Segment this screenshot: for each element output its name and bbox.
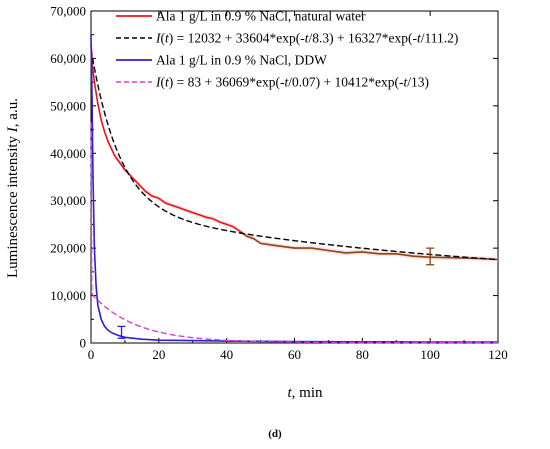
x-tick-label: 100 <box>420 347 440 362</box>
legend-label-ddw: Ala 1 g/L in 0.9 % NaCl, DDW <box>156 53 327 68</box>
y-tick-label: 70,000 <box>50 4 86 19</box>
axes: 0 20 40 60 80 100 120 0 10,000 20,000 30,000 40,000… <box>50 4 508 363</box>
y-tick-label: 30,000 <box>50 193 86 208</box>
x-tick-label: 20 <box>152 347 165 362</box>
panel-label: (d) <box>268 428 282 440</box>
series-fit-ddw <box>90 122 498 344</box>
x-tick-label: 40 <box>220 347 233 362</box>
legend-label-fit-ddw: I(t) = 83 + 36069*exp(-t/0.07) + 10412*e… <box>155 75 429 90</box>
series-line-ddw <box>90 34 499 343</box>
legend: Ala 1 g/L in 0.9 % NaCl, natural water I… <box>116 9 458 90</box>
x-tick-label: 0 <box>88 347 95 362</box>
x-axis-title: t, min <box>287 385 323 401</box>
legend-label-fit-natural-water: I(t) = 12032 + 33604*exp(-t/8.3) + 16327… <box>155 31 458 46</box>
x-tick-label: 60 <box>288 347 301 362</box>
y-tick-label: 20,000 <box>50 241 86 256</box>
legend-label-natural-water: Ala 1 g/L in 0.9 % NaCl, natural water <box>156 9 366 24</box>
y-tick-label: 0 <box>80 336 87 351</box>
y-tick-label: 60,000 <box>50 51 86 66</box>
x-tick-label: 120 <box>488 347 508 362</box>
y-tick-label: 40,000 <box>50 146 86 161</box>
series-line-natural-water-tail <box>239 230 499 261</box>
error-bars <box>117 247 435 339</box>
y-tick-label: 10,000 <box>50 288 86 303</box>
series-line-natural-water <box>90 44 241 233</box>
y-tick-label: 50,000 <box>50 98 86 113</box>
x-tick-label: 80 <box>356 347 369 362</box>
y-axis-title: Luminescence intensity I, a.u. <box>5 98 21 278</box>
